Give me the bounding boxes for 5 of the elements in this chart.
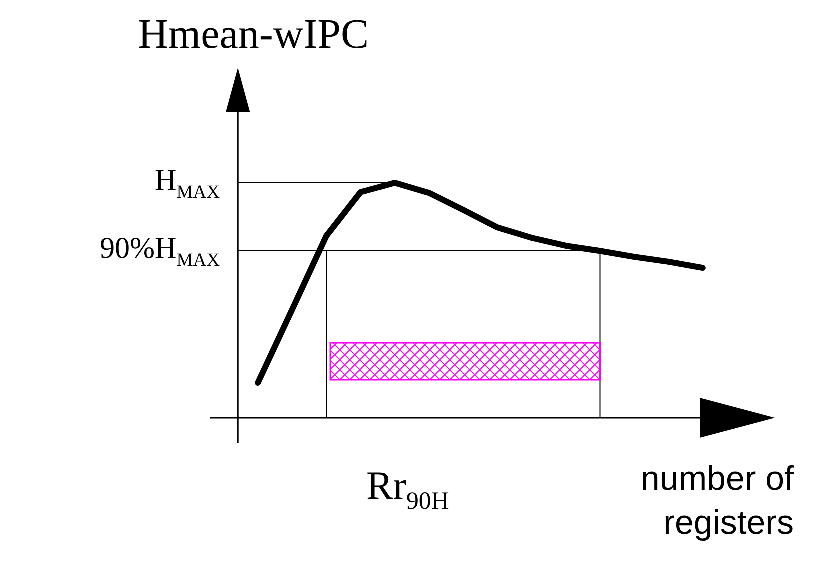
x-axis-title: number of registers: [640, 460, 795, 542]
ref-line-label: 90%H$_{MAX}$: [100, 232, 221, 271]
ref-line-label: H$_{MAX}$: [155, 164, 221, 203]
text: Rr$_{90H}$: [366, 463, 450, 516]
y-axis-title: Hmean-wIPC: [138, 12, 370, 58]
